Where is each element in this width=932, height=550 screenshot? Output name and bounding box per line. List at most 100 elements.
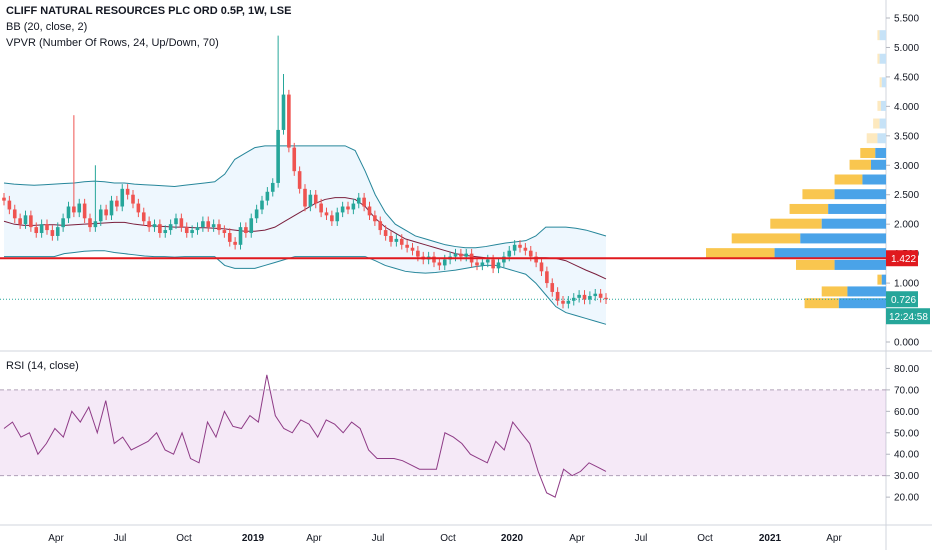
time-axis-label: Apr — [569, 533, 585, 544]
vpvr-up-bar — [731, 233, 801, 244]
vpvr-down-bar — [800, 233, 886, 244]
candle-body — [12, 209, 17, 219]
vpvr-down-bar — [879, 30, 886, 41]
candle-body — [459, 253, 463, 257]
candle-body — [475, 262, 479, 266]
candle-body — [120, 188, 125, 207]
candle-body — [2, 197, 6, 201]
candle-body — [125, 188, 130, 195]
vpvr-up-bar — [770, 218, 822, 229]
vpvr-up-bar — [873, 118, 880, 129]
candle-body — [244, 227, 248, 234]
candle-body — [367, 206, 372, 216]
price-tick-label: 2.000 — [894, 220, 919, 231]
candle-body — [545, 271, 549, 284]
vpvr-down-bar — [881, 77, 886, 88]
candle-body — [206, 221, 211, 228]
symbol-title[interactable]: CLIFF NATURAL RESOURCES PLC ORD 0.5P, 1W… — [6, 5, 292, 17]
candle-body — [39, 224, 44, 234]
price-tick-label: 0.000 — [894, 338, 919, 349]
candle-body — [303, 188, 307, 207]
candle-body — [389, 235, 393, 242]
candle-body — [93, 221, 98, 228]
candle-body — [190, 230, 194, 234]
candle-body — [158, 224, 162, 234]
candle-body — [281, 94, 286, 130]
vpvr-up-bar — [877, 53, 880, 64]
vpvr-down-bar — [774, 248, 886, 259]
candle-body — [131, 194, 135, 204]
vpvr-up-bar — [804, 298, 839, 309]
vpvr-down-bar — [871, 159, 886, 170]
price-tick-label: 2.500 — [894, 190, 919, 201]
candle-body — [292, 147, 297, 172]
candle-body — [335, 212, 340, 222]
candle-body — [593, 293, 598, 297]
vpvr-down-bar — [828, 203, 886, 214]
time-axis-label: Jul — [372, 533, 385, 544]
candle-body — [227, 233, 232, 242]
candle-body — [217, 224, 221, 231]
candle-body — [174, 218, 178, 225]
time-axis-label: Oct — [176, 533, 192, 544]
candle-body — [604, 297, 608, 300]
vpvr-up-bar — [789, 203, 829, 214]
time-axis-label: 2020 — [501, 533, 524, 544]
vpvr-down-bar — [879, 118, 886, 129]
vpvr-down-bar — [838, 298, 886, 309]
candle-body — [416, 250, 420, 257]
candle-body — [566, 300, 571, 304]
candle-body — [238, 227, 243, 245]
candle-body — [383, 230, 388, 236]
vpvr-up-bar — [821, 286, 848, 297]
candle-body — [346, 206, 350, 210]
hline-tag-label: 1.422 — [891, 254, 916, 265]
price-tick-label: 3.000 — [894, 161, 919, 172]
candle-body — [34, 227, 39, 234]
candle-body — [373, 215, 377, 222]
candle-body — [222, 230, 227, 234]
price-tick-label: 4.500 — [894, 72, 919, 83]
time-axis-label: Jul — [635, 533, 648, 544]
vpvr-down-bar — [834, 189, 886, 200]
vpvr-up-bar — [877, 100, 881, 111]
time-axis-label: 2021 — [759, 533, 782, 544]
vpvr-up-bar — [879, 77, 882, 88]
candle-body — [453, 253, 458, 257]
candle-body — [260, 200, 264, 210]
candle-body — [319, 203, 323, 213]
bb-legend[interactable]: BB (20, close, 2) — [6, 21, 88, 33]
candle-body — [18, 218, 22, 225]
vpvr-down-bar — [881, 274, 886, 285]
candle-body — [405, 244, 409, 248]
candle-body — [104, 209, 108, 216]
candle-body — [141, 212, 146, 222]
rsi-band-fill — [0, 389, 886, 476]
countdown-label: 12:24:58 — [889, 312, 928, 323]
candle-body — [588, 296, 592, 300]
time-axis-label: Oct — [697, 533, 713, 544]
price-tick-label: 3.500 — [894, 131, 919, 142]
candle-body — [432, 256, 436, 263]
candle-body — [23, 215, 28, 225]
vpvr-legend[interactable]: VPVR (Number Of Rows, 24, Up/Down, 70) — [6, 37, 219, 49]
candle-body — [362, 197, 366, 207]
candle-body — [442, 259, 447, 266]
price-tick-label: 5.500 — [894, 14, 919, 25]
vpvr-up-bar — [834, 174, 863, 185]
candle-body — [61, 218, 65, 228]
vpvr-down-bar — [862, 174, 886, 185]
candle-body — [45, 224, 49, 231]
vpvr-up-bar — [706, 248, 775, 259]
candle-body — [399, 238, 404, 245]
vpvr-up-bar — [796, 259, 835, 270]
rsi-legend[interactable]: RSI (14, close) — [6, 360, 79, 372]
rsi-tick-label: 70.00 — [894, 385, 919, 396]
candle-body — [179, 218, 184, 228]
candle-body — [163, 230, 168, 234]
candle-body — [77, 203, 82, 213]
candle-body — [72, 206, 76, 213]
candle-body — [115, 200, 119, 207]
